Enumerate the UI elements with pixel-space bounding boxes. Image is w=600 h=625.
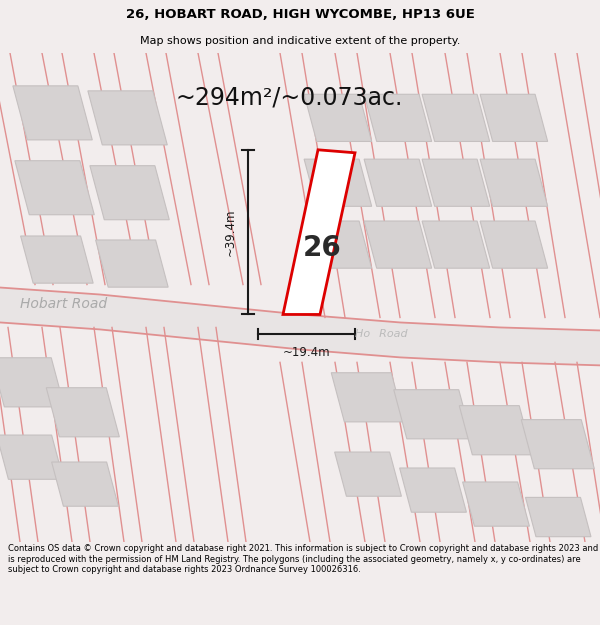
Polygon shape — [88, 91, 167, 145]
Text: ~19.4m: ~19.4m — [283, 346, 331, 359]
Polygon shape — [20, 236, 93, 283]
Polygon shape — [422, 94, 490, 141]
Polygon shape — [422, 221, 490, 268]
Polygon shape — [304, 94, 371, 141]
Polygon shape — [480, 94, 548, 141]
Polygon shape — [304, 159, 371, 206]
Polygon shape — [521, 419, 595, 469]
Text: Hobart Road: Hobart Road — [20, 298, 107, 311]
Polygon shape — [0, 435, 64, 479]
Text: Contains OS data © Crown copyright and database right 2021. This information is : Contains OS data © Crown copyright and d… — [8, 544, 598, 574]
Text: Map shows position and indicative extent of the property.: Map shows position and indicative extent… — [140, 36, 460, 46]
Polygon shape — [400, 468, 466, 512]
Polygon shape — [46, 388, 119, 437]
Polygon shape — [283, 150, 355, 314]
Text: 26, HOBART ROAD, HIGH WYCOMBE, HP13 6UE: 26, HOBART ROAD, HIGH WYCOMBE, HP13 6UE — [125, 8, 475, 21]
Text: ~294m²/~0.073ac.: ~294m²/~0.073ac. — [175, 86, 403, 110]
Polygon shape — [304, 221, 371, 268]
Polygon shape — [459, 406, 532, 455]
Polygon shape — [364, 221, 431, 268]
Polygon shape — [13, 86, 92, 140]
Polygon shape — [95, 240, 168, 287]
Polygon shape — [15, 161, 94, 215]
Text: Ho        Road: Ho Road — [355, 329, 407, 339]
Polygon shape — [0, 357, 64, 407]
Polygon shape — [526, 498, 591, 537]
Polygon shape — [364, 94, 431, 141]
Text: ~39.4m: ~39.4m — [223, 208, 236, 256]
Polygon shape — [52, 462, 118, 506]
Polygon shape — [394, 390, 472, 439]
Polygon shape — [335, 452, 401, 496]
Polygon shape — [480, 159, 548, 206]
Text: 26: 26 — [302, 234, 341, 262]
Polygon shape — [0, 288, 600, 366]
Polygon shape — [331, 372, 404, 422]
Polygon shape — [480, 221, 548, 268]
Polygon shape — [90, 166, 169, 220]
Polygon shape — [422, 159, 490, 206]
Polygon shape — [364, 159, 431, 206]
Polygon shape — [463, 482, 529, 526]
